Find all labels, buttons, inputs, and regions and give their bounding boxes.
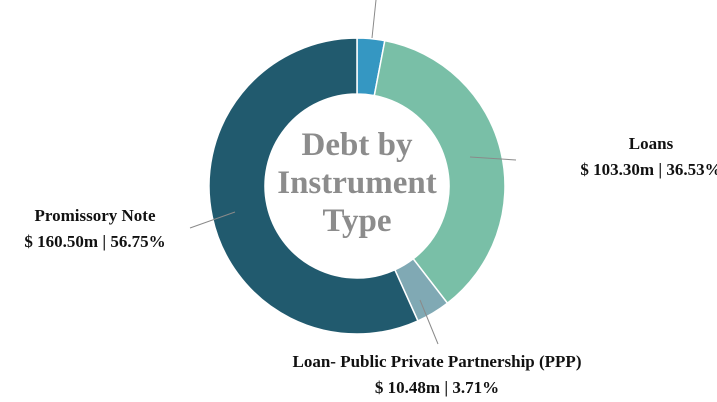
slice-label: Promissory Note [34,206,155,225]
donut-slice [373,39,506,305]
chart-title: Debt by Instrument Type [277,127,437,239]
slice-label: Loans [629,134,674,153]
leader-line [189,211,236,229]
slice-value-label: $ 103.30m | 36.53% [580,160,717,179]
slice-value-label: $ 10.48m | 3.71% [375,378,499,397]
leader-line [469,156,517,161]
slice-value-label: $ 160.50m | 56.75% [24,232,165,251]
leader-line [371,0,377,39]
leader-line [419,299,439,345]
donut-slice [208,37,419,335]
slice-label: Loan- Public Private Partnership (PPP) [293,352,582,371]
